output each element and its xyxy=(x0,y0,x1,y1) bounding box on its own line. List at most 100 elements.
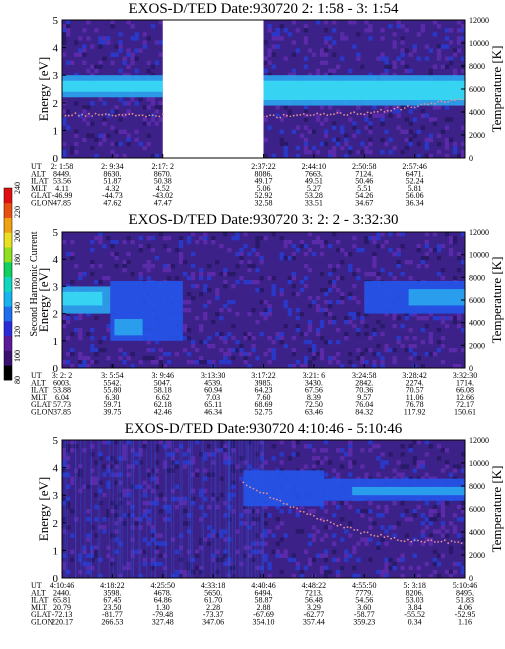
speckle-cell xyxy=(348,296,353,301)
speckle-cell xyxy=(275,332,280,337)
y2-tick-label: 0 xyxy=(469,154,473,163)
speckle-cell xyxy=(102,529,107,534)
temperature-point xyxy=(128,113,131,116)
ephemeris-value: 70.36 xyxy=(355,386,373,395)
speckle-cell xyxy=(239,344,244,349)
speckle-cell xyxy=(154,109,159,114)
speckle-cell xyxy=(166,509,172,514)
speckle-cell xyxy=(392,565,397,571)
speckle-cell xyxy=(263,56,268,61)
speckle-cell xyxy=(231,440,236,445)
speckle-cell xyxy=(78,328,83,333)
speckle-cell xyxy=(251,557,256,563)
speckle-cell xyxy=(162,464,168,469)
speckle-cell xyxy=(396,336,401,341)
ephemeris-value: -46.99 xyxy=(52,191,73,200)
speckle-cell xyxy=(279,117,284,122)
speckle-cell xyxy=(384,68,389,74)
ephemeris-value: 4539. xyxy=(204,378,222,387)
temperature-point xyxy=(343,526,345,529)
speckle-cell xyxy=(432,549,438,554)
speckle-cell xyxy=(174,573,180,579)
speckle-cell xyxy=(215,312,220,317)
speckle-cell xyxy=(420,533,425,538)
colorbar-segment xyxy=(4,350,12,366)
speckle-cell xyxy=(364,113,369,118)
speckle-cell xyxy=(336,276,341,281)
speckle-cell xyxy=(279,332,284,337)
speckle-cell xyxy=(166,264,172,269)
speckle-cell xyxy=(344,452,349,457)
speckle-cell xyxy=(364,360,369,365)
speckle-cell xyxy=(227,557,232,563)
speckle-cell xyxy=(182,300,188,305)
temperature-point xyxy=(413,539,416,541)
speckle-cell xyxy=(444,500,450,506)
speckle-cell xyxy=(311,464,317,469)
speckle-cell xyxy=(372,352,377,357)
ephemeris-value: 3: 2: 2 xyxy=(52,371,72,380)
speckle-cell xyxy=(384,504,389,510)
speckle-cell xyxy=(287,364,292,369)
speckle-cell xyxy=(122,153,127,159)
speckle-cell xyxy=(428,517,433,522)
speckle-cell xyxy=(275,525,280,530)
speckle-cell xyxy=(78,272,83,277)
speckle-cell xyxy=(295,440,300,445)
speckle-cell xyxy=(126,488,131,494)
speckle-cell xyxy=(440,504,446,510)
speckle-cell xyxy=(291,272,296,277)
ephemeris-value: 53.28 xyxy=(305,191,323,200)
temperature-point xyxy=(360,113,362,115)
speckle-cell xyxy=(259,452,264,457)
y-tick-label: 3 xyxy=(53,281,59,293)
ephemeris-value: 58.18 xyxy=(154,386,172,395)
speckle-cell xyxy=(380,149,385,155)
y2-tick-label: 2000 xyxy=(469,131,485,140)
speckle-cell xyxy=(195,284,200,289)
speckle-cell xyxy=(319,537,325,542)
speckle-cell xyxy=(340,464,345,469)
speckle-cell xyxy=(62,312,67,317)
speckle-cell xyxy=(154,533,159,538)
speckle-cell xyxy=(199,328,204,333)
speckle-cell xyxy=(424,256,429,261)
speckle-cell xyxy=(352,284,357,289)
speckle-cell xyxy=(191,500,196,506)
speckle-cell xyxy=(283,240,288,245)
speckle-cell xyxy=(348,521,353,526)
speckle-cell xyxy=(315,304,321,309)
speckle-cell xyxy=(154,541,159,546)
speckle-cell xyxy=(207,276,212,281)
speckle-cell xyxy=(62,529,67,534)
speckle-cell xyxy=(440,44,446,49)
speckle-cell xyxy=(303,276,309,281)
speckle-cell xyxy=(400,452,405,457)
ephemeris-value: 6.30 xyxy=(105,393,119,402)
speckle-cell xyxy=(328,68,333,74)
y2-tick-label: 4000 xyxy=(469,319,485,328)
speckle-cell xyxy=(130,549,135,554)
ephemeris-value: 8.39 xyxy=(307,393,321,402)
speckle-cell xyxy=(227,272,232,277)
speckle-cell xyxy=(352,312,357,317)
speckle-cell xyxy=(360,513,365,518)
speckle-cell xyxy=(158,561,163,567)
speckle-cell xyxy=(138,48,143,53)
speckle-cell xyxy=(247,545,252,550)
temperature-point xyxy=(349,526,352,529)
speckle-cell xyxy=(328,44,333,49)
speckle-cell xyxy=(400,344,405,349)
speckle-cell xyxy=(283,149,288,155)
speckle-cell xyxy=(255,356,260,361)
speckle-cell xyxy=(126,48,131,53)
speckle-cell xyxy=(436,141,442,147)
speckle-cell xyxy=(154,360,159,365)
speckle-cell xyxy=(283,141,288,147)
speckle-cell xyxy=(114,264,119,269)
speckle-cell xyxy=(267,573,272,579)
speckle-cell xyxy=(142,480,147,485)
speckle-cell xyxy=(98,141,103,147)
speckle-cell xyxy=(223,456,228,461)
speckle-cell xyxy=(352,316,357,321)
